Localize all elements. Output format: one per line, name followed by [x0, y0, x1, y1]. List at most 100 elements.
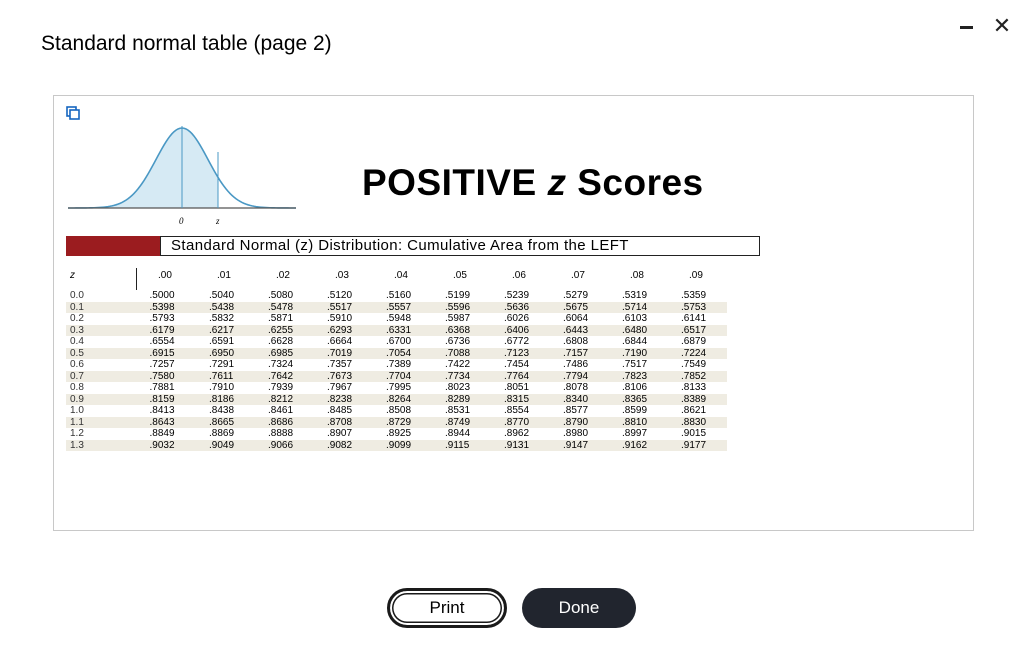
- table-cell: .9099: [373, 439, 432, 451]
- table-cell: .7823: [609, 370, 668, 382]
- print-button[interactable]: Print: [387, 588, 507, 628]
- table-cell: .6772: [504, 336, 530, 348]
- table-cell: .7517: [622, 359, 648, 371]
- table-row: 0.6 .7257 .7291 .7324 .7357 .7389 .7422 .7454 .7…: [66, 359, 727, 371]
- table-cell: .6064: [563, 313, 589, 325]
- table-cell: .5040: [209, 290, 235, 302]
- table-cell: .8461: [268, 405, 294, 417]
- table-cell: .5832: [209, 313, 235, 325]
- table-row: 0.1.5398.5438.5478.5517.5557.5596.5636.5…: [66, 301, 727, 313]
- table-cell: .7454: [504, 359, 530, 371]
- table-cell: .9015: [681, 428, 707, 440]
- table-cell: .7190: [609, 347, 668, 359]
- table-cell: .8051: [504, 382, 530, 394]
- z-value: 0.5: [66, 347, 137, 359]
- table-row: 0.0 .5000 .5040 .5080 .5120 .5160 .5199 .5239 .5…: [66, 290, 727, 302]
- table-cell: .7224: [668, 347, 727, 359]
- table-cell: .7291: [209, 359, 235, 371]
- table-cell: .7794: [550, 370, 609, 382]
- table-cell: .6554: [149, 336, 175, 348]
- table-cell: .6103: [622, 313, 648, 325]
- table-row: 0.4 .6554 .6591 .6628 .6664 .6700 .6736 .6772 .6…: [66, 336, 727, 348]
- table-cell: .6664: [327, 336, 353, 348]
- table-cell: .8413: [149, 405, 175, 417]
- table-cell: .5675: [550, 301, 609, 313]
- z-value: 1.1: [66, 416, 137, 428]
- table-subtitle: Standard Normal (z) Distribution: Cumula…: [160, 236, 760, 256]
- table-cell: .6879: [681, 336, 707, 348]
- table-cell: .5753: [668, 301, 727, 313]
- column-header: .02: [276, 270, 290, 281]
- table-cell: .7910: [209, 382, 235, 394]
- table-cell: .8944: [445, 428, 471, 440]
- normal-curve-icon: 0 z: [68, 126, 296, 226]
- table-cell: .7357: [327, 359, 353, 371]
- table-cell: .8830: [668, 416, 727, 428]
- table-cell: .7549: [681, 359, 707, 371]
- table-cell: .8888: [268, 428, 294, 440]
- close-icon[interactable]: ✕: [992, 13, 1012, 38]
- table-cell: .7881: [149, 382, 175, 394]
- heading-suffix: Scores: [566, 162, 704, 203]
- table-row: 0.2 .5793 .5832 .5871 .5910 .5948 .5987 .6026 .6…: [66, 313, 727, 325]
- done-button[interactable]: Done: [522, 588, 636, 628]
- accent-bar: [66, 236, 160, 256]
- table-cell: .8708: [314, 416, 373, 428]
- z-value: 0.8: [70, 382, 84, 394]
- table-row: 0.9.8159.8186.8212.8238.8264.8289.8315.8…: [66, 393, 727, 405]
- table-cell: .8599: [622, 405, 648, 417]
- table-row: 1.2 .8849 .8869 .8888 .8907 .8925 .8944 .8962 .8…: [66, 428, 727, 440]
- table-cell: .6736: [445, 336, 471, 348]
- table-cell: .8925: [386, 428, 412, 440]
- table-cell: .8962: [504, 428, 530, 440]
- table-cell: .6591: [209, 336, 235, 348]
- table-row: 0.3.6179.6217.6255.6293.6331.6368.6406.6…: [66, 324, 727, 336]
- table-cell: .7642: [255, 370, 314, 382]
- table-cell: .6844: [622, 336, 648, 348]
- table-cell: .8665: [196, 416, 255, 428]
- table-cell: .5871: [268, 313, 294, 325]
- table-cell: .9147: [550, 439, 609, 451]
- table-cell: .9049: [196, 439, 255, 451]
- minimize-icon[interactable]: [956, 14, 976, 38]
- table-cell: .9066: [255, 439, 314, 451]
- column-header: .01: [217, 270, 231, 281]
- z-value: 0.3: [66, 324, 137, 336]
- table-cell: .8186: [196, 393, 255, 405]
- z-value: 1.3: [66, 439, 137, 451]
- table-cell: .5438: [196, 301, 255, 313]
- table-cell: .7422: [445, 359, 471, 371]
- table-cell: .8531: [445, 405, 471, 417]
- table-cell: .7324: [268, 359, 294, 371]
- table-cell: .6293: [314, 324, 373, 336]
- table-cell: .6700: [386, 336, 412, 348]
- table-cell: .7611: [196, 370, 255, 382]
- table-cell: .5793: [149, 313, 175, 325]
- curve-label-z: z: [215, 216, 220, 226]
- table-cell: .8238: [314, 393, 373, 405]
- table-cell: .8554: [504, 405, 530, 417]
- copy-icon[interactable]: [66, 106, 80, 120]
- table-cell: .8749: [432, 416, 491, 428]
- z-value: 0.7: [66, 370, 137, 382]
- table-cell: .7580: [136, 370, 196, 382]
- table-cell: .5596: [432, 301, 491, 313]
- table-cell: .8365: [609, 393, 668, 405]
- heading-prefix: POSITIVE: [362, 162, 548, 203]
- table-cell: .9162: [609, 439, 668, 451]
- table-cell: .8023: [445, 382, 471, 394]
- table-cell: .5910: [327, 313, 353, 325]
- table-cell: .8869: [209, 428, 235, 440]
- table-cell: .5359: [681, 290, 707, 302]
- table-cell: .6950: [196, 347, 255, 359]
- column-header: .06: [512, 270, 526, 281]
- table-cell: .7257: [149, 359, 175, 371]
- z-value: 0.9: [66, 393, 137, 405]
- table-cell: .8849: [149, 428, 175, 440]
- table-cell: .7734: [432, 370, 491, 382]
- z-table: z .00 .01 .02 .03 .04 .05 .06 .07 .08 .09 0.0 .5000…: [66, 268, 727, 451]
- table-cell: .8907: [327, 428, 353, 440]
- table-cell: .8289: [432, 393, 491, 405]
- table-cell: .5636: [491, 301, 550, 313]
- table-cell: .6443: [550, 324, 609, 336]
